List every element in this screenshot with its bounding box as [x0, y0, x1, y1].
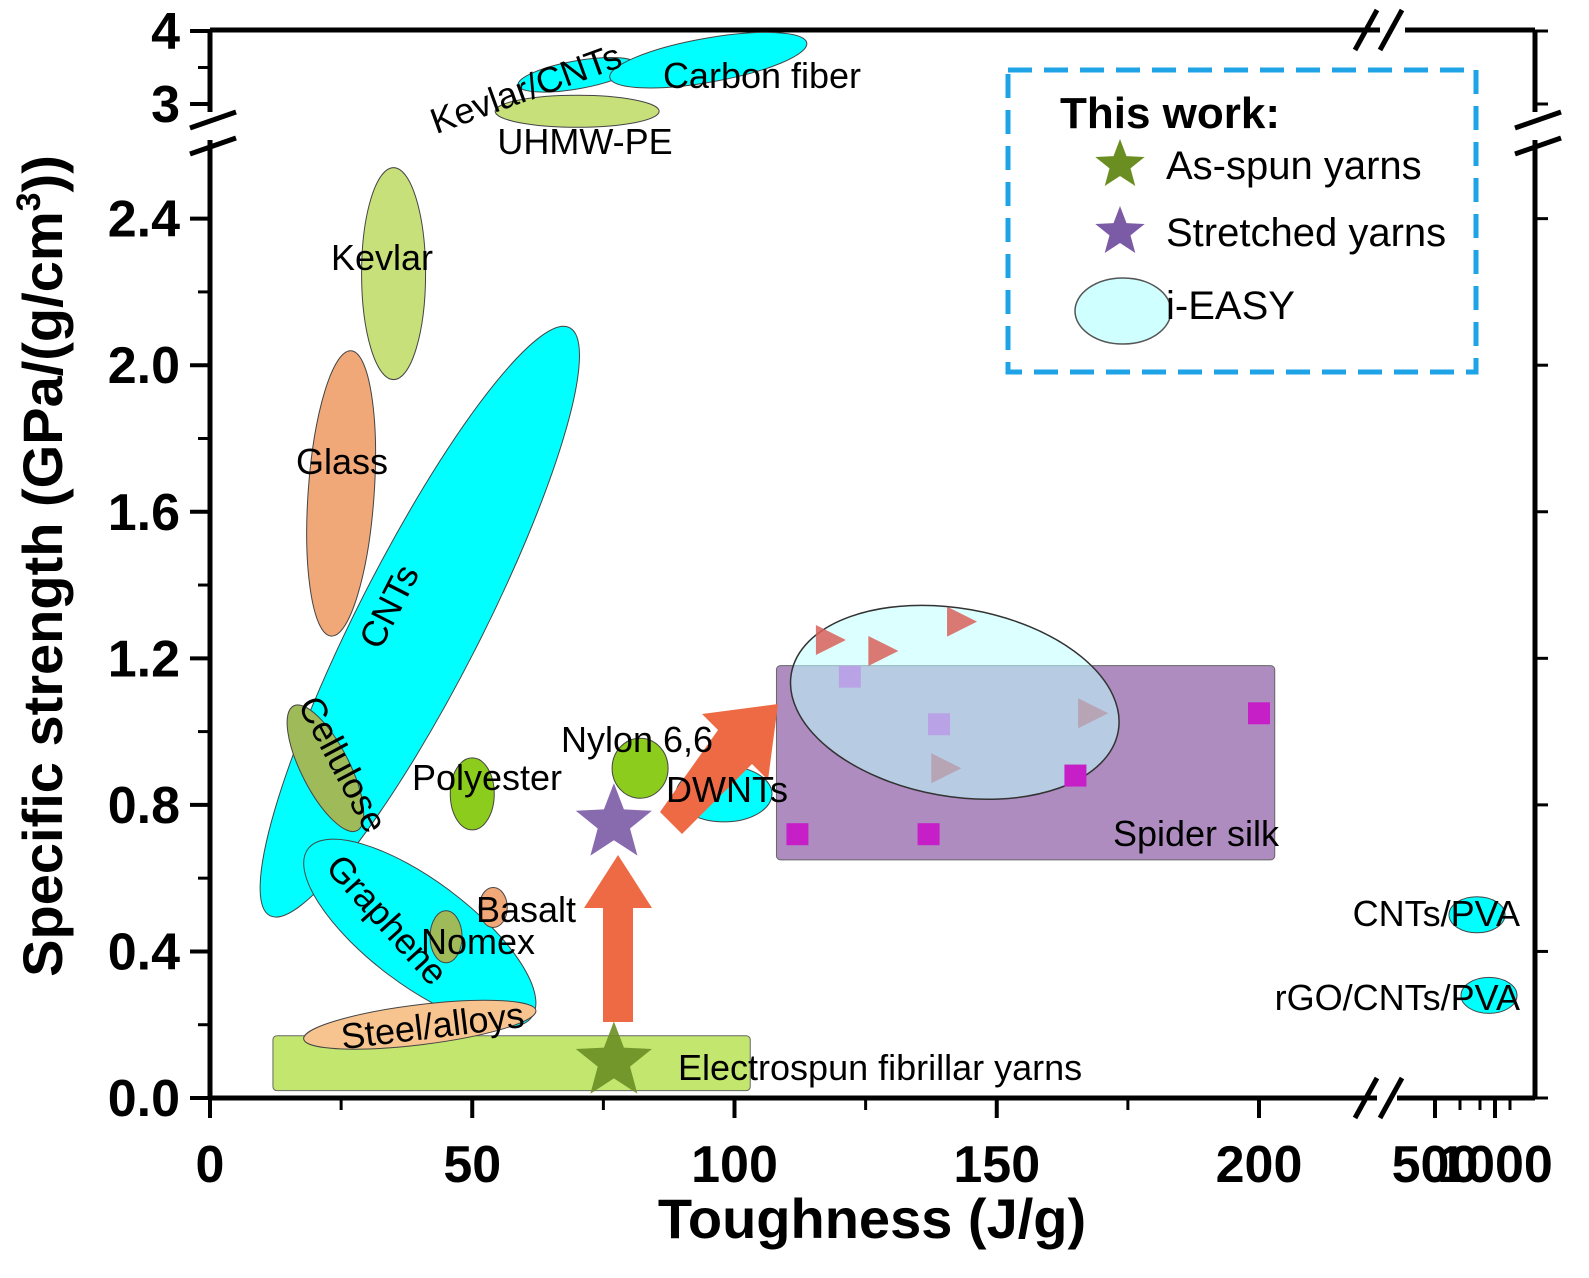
y-tick-label-4: 4 [151, 3, 180, 61]
label-polyester: Polyester [412, 757, 562, 798]
y-tick-label-1.6: 1.6 [108, 484, 180, 542]
region-cnts [215, 300, 625, 944]
y-tick-label-3: 3 [151, 76, 180, 134]
label-dwnts: DWNTs [666, 769, 788, 810]
label-uhmw-pe: UHMW-PE [497, 121, 672, 162]
x-axis-title: Toughness (J/g) [658, 1187, 1086, 1250]
label-kevlar: Kevlar [331, 237, 433, 278]
label-glass: Glass [296, 441, 388, 482]
legend-label-as-spun-yarns: As-spun yarns [1166, 144, 1422, 188]
x-tick-label-50: 50 [443, 1136, 501, 1194]
legend-label-i-easy: i-EASY [1166, 284, 1295, 328]
label-spider-silk: Spider silk [1113, 813, 1280, 854]
y-tick-label-0.0: 0.0 [108, 1070, 180, 1128]
label-electrospun-fibrillar-yarns: Electrospun fibrillar yarns [678, 1047, 1082, 1088]
legend: This work: As-spun yarns Stretched yarns i… [1008, 70, 1476, 372]
light-square-marker-1 [928, 713, 950, 735]
y-tick-label-2.0: 2.0 [108, 337, 180, 395]
square-marker-1 [918, 823, 940, 845]
arrow-up [584, 855, 652, 1022]
y-tick-label-0.8: 0.8 [108, 777, 180, 835]
legend-label-stretched-yarns: Stretched yarns [1166, 211, 1446, 255]
y-tick-label-1.2: 1.2 [108, 630, 180, 688]
y-axis-title: Specific strength (GPa/(g/cm3)) [10, 155, 74, 977]
x-tick-label-100: 100 [691, 1136, 778, 1194]
x-tick-label-0: 0 [196, 1136, 225, 1194]
y-tick-label-0.4: 0.4 [108, 923, 180, 981]
legend-marker-i-easy [1075, 278, 1171, 344]
label-nylon-6-6: Nylon 6,6 [561, 719, 713, 760]
square-marker-2 [1064, 765, 1086, 787]
x-tick-label-200: 200 [1216, 1136, 1303, 1194]
y-tick-label-2.4: 2.4 [108, 191, 180, 249]
x-tick-label-1000: 1000 [1437, 1136, 1553, 1194]
x-tick-label-150: 150 [953, 1136, 1040, 1194]
square-marker-3 [1248, 702, 1270, 724]
label-rgo-cnts-pva: rGO/CNTs/PVA [1275, 977, 1520, 1018]
light-square-marker-0 [839, 666, 861, 688]
legend-title: This work: [1060, 89, 1280, 138]
label-cnts-pva: CNTs/PVA [1353, 893, 1520, 934]
square-marker-0 [786, 823, 808, 845]
label-carbon-fiber: Carbon fiber [663, 55, 861, 96]
